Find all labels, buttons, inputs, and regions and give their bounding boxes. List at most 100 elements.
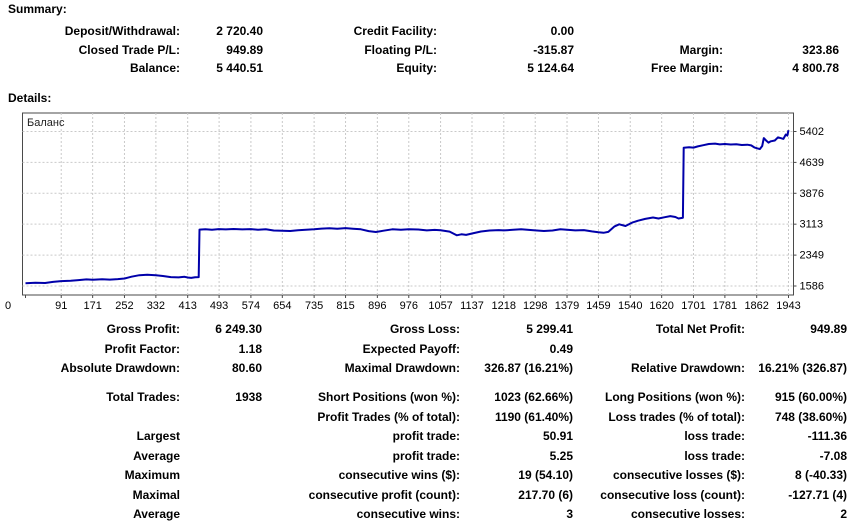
x-axis-label: 896 <box>368 300 386 312</box>
details-group-trades: Total Trades: 1938 Short Positions (won %)… <box>0 388 847 466</box>
detail-stat-label: Gross Loss: <box>389 322 460 336</box>
detail-stat-value: 50.91 <box>542 429 573 443</box>
detail-stat-value: 6 249.30 <box>215 322 262 336</box>
detail-stat-value: 5 299.41 <box>526 322 573 336</box>
chart-series-label: Баланс <box>27 117 65 129</box>
x-axis-label: 1298 <box>523 300 547 312</box>
detail-stat-label: Expected Payoff: <box>362 341 460 356</box>
x-axis-label: 1943 <box>776 300 800 312</box>
summary-stat-value: 0.00 <box>550 24 574 38</box>
y-axis-label: 2349 <box>800 250 824 262</box>
summary-stat-label: Margin: <box>679 42 723 57</box>
y-axis-label: 3876 <box>800 188 824 200</box>
detail-stat-label: consecutive profit (count): <box>308 487 460 502</box>
x-axis-label: 1540 <box>618 300 642 312</box>
summary-stat-label: Equity: <box>396 61 437 75</box>
x-axis-label: 1218 <box>492 300 516 312</box>
x-axis-label: 493 <box>210 300 228 312</box>
detail-stat-value <box>745 340 847 360</box>
detail-stat-value: 2 <box>840 507 847 521</box>
details-group-consecutive: Maximum consecutive wins ($): 19 (54.10) co… <box>0 466 847 525</box>
detail-stat-value: 0.49 <box>549 341 573 356</box>
x-axis-label: 1379 <box>555 300 579 312</box>
summary-stat-value: 5 440.51 <box>216 61 263 75</box>
detail-stat-label: Profit Factor: <box>104 341 180 356</box>
detail-stat-value: -127.71 (4) <box>788 487 847 502</box>
detail-stat-label: Loss trades (% of total): <box>608 409 745 424</box>
detail-stat-label: Total Trades: <box>106 390 180 404</box>
detail-stat-label: Largest <box>136 429 180 443</box>
detail-stat-label: Average <box>133 448 180 463</box>
summary-stat-value: 5 124.64 <box>527 61 574 75</box>
detail-stat-label: Average <box>133 507 180 521</box>
summary-stat-label: Deposit/Withdrawal: <box>64 24 180 38</box>
details-group-profit: Gross Profit: 6 249.30 Gross Loss: 5 299.41… <box>0 320 847 379</box>
detail-stat-value: 3 <box>566 507 573 521</box>
detail-stat-value: 16.21% (326.87) <box>758 361 847 375</box>
detail-stat-value: -7.08 <box>819 448 847 463</box>
x-axis-label: 976 <box>400 300 418 312</box>
x-axis-label: 252 <box>115 300 133 312</box>
x-axis-label: 171 <box>83 300 101 312</box>
y-axis-label: 1586 <box>800 281 824 293</box>
detail-stat-label: Absolute Drawdown: <box>60 361 180 375</box>
detail-stat-label: Long Positions (won %): <box>605 390 745 404</box>
y-axis-label: 3113 <box>800 219 824 231</box>
detail-stat-value: 915 (60.00%) <box>774 390 847 404</box>
x-axis-label: 91 <box>55 300 67 312</box>
detail-stat-label: loss trade: <box>684 429 745 443</box>
balance-chart: 1586 2349 3113 3876 4639 5402 0 91 171 252 332 413 4… <box>0 108 866 313</box>
detail-stat-label: consecutive wins: <box>356 507 460 521</box>
detail-stat-value: 217.70 (6) <box>518 487 573 502</box>
summary-grid: Deposit/Withdrawal: 2 720.40 Credit Facili… <box>0 22 839 78</box>
detail-stat-label: Maximum <box>124 468 180 482</box>
x-axis-label: 0 <box>5 300 11 312</box>
x-axis-label: 1862 <box>744 300 768 312</box>
detail-stat-label: consecutive loss (count): <box>600 487 745 502</box>
summary-stat-label: Free Margin: <box>650 61 723 75</box>
detail-stat-value: 1023 (62.66%) <box>494 390 573 404</box>
x-axis-label: 1459 <box>586 300 610 312</box>
detail-stat-value: 748 (38.60%) <box>774 409 847 424</box>
detail-stat-value <box>180 505 262 525</box>
detail-stat-value: 5.25 <box>549 448 573 463</box>
detail-stat-label: Gross Profit: <box>106 322 180 336</box>
detail-stat-value: 8 (-40.33) <box>794 468 847 482</box>
balance-chart-svg: 1586 2349 3113 3876 4639 5402 0 91 171 252 332 413 4… <box>5 112 824 312</box>
detail-stat-label: consecutive losses ($): <box>612 468 745 482</box>
detail-stat-value: 80.60 <box>231 361 262 375</box>
detail-stat-label: consecutive losses: <box>630 507 745 521</box>
details-heading: Details: <box>8 91 52 105</box>
detail-stat-value: 1938 <box>235 390 262 404</box>
summary-stat-label <box>574 22 723 41</box>
y-axis-label: 5402 <box>800 126 824 138</box>
x-axis-label: 654 <box>273 300 291 312</box>
detail-stat-label: loss trade: <box>684 448 745 463</box>
x-axis-label: 735 <box>305 300 323 312</box>
summary-stat-value: -315.87 <box>533 42 574 57</box>
detail-stat-value <box>180 427 262 447</box>
detail-stat-value <box>180 408 262 428</box>
detail-stat-value: 949.89 <box>810 322 847 336</box>
detail-stat-value <box>180 486 262 506</box>
summary-stat-label: Credit Facility: <box>353 24 437 38</box>
detail-stat-value: 1.18 <box>238 341 262 356</box>
detail-stat-label: Maximal <box>132 487 180 502</box>
x-axis-label: 1620 <box>649 300 673 312</box>
detail-stat-label <box>573 340 745 360</box>
x-axis-label: 413 <box>179 300 197 312</box>
detail-stat-label: Maximal Drawdown: <box>344 361 460 375</box>
summary-stat-value: 323.86 <box>802 42 839 57</box>
x-axis-label: 332 <box>147 300 165 312</box>
summary-stat-label: Balance: <box>129 61 180 75</box>
x-axis-label: 1781 <box>713 300 737 312</box>
x-axis-label: 1057 <box>428 300 452 312</box>
chart-plot-area <box>22 112 794 296</box>
summary-stat-label: Closed Trade P/L: <box>78 42 180 57</box>
detail-stat-label <box>0 408 180 428</box>
summary-heading: Summary: <box>8 2 67 16</box>
summary-stat-value: 4 800.78 <box>792 61 839 75</box>
y-axis-label: 4639 <box>800 157 824 169</box>
detail-stat-value: 326.87 (16.21%) <box>484 361 573 375</box>
